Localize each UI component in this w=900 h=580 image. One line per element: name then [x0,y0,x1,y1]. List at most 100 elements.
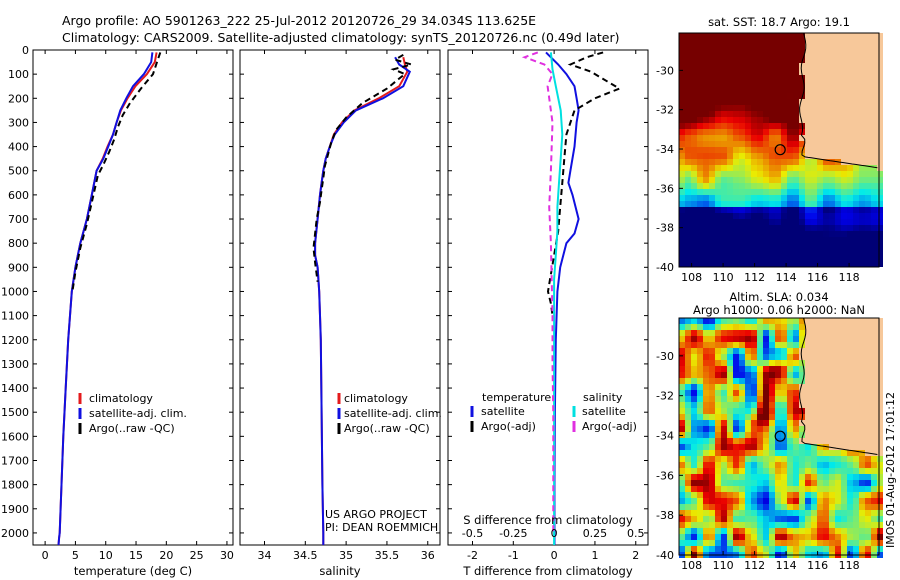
map-cell [757,402,763,408]
map-cell [835,516,841,522]
map-cell [703,432,709,438]
map-cell [805,237,811,243]
map-cell [841,522,847,528]
map-cell [679,219,685,225]
map-cell [721,330,727,336]
map-cell [787,207,793,213]
map-cell [775,153,781,159]
map-cell [853,93,859,99]
map-cell [787,456,793,462]
map-cell [757,135,763,141]
map-cell [781,141,787,147]
map-cell [805,219,811,225]
map-cell [823,141,829,147]
map-cell [721,456,727,462]
map-cell [751,153,757,159]
map-cell [817,39,823,45]
map-cell [799,372,805,378]
map-cell [697,390,703,396]
map-cell [817,390,823,396]
map-cell [859,219,865,225]
map-cell [721,414,727,420]
map-cell [859,414,865,420]
map-cell [715,504,721,510]
map-cell [811,225,817,231]
map-cell [715,249,721,255]
map-cell [871,390,877,396]
map-cell [745,93,751,99]
map-cell [829,516,835,522]
map-cell [679,69,685,75]
map-cell [781,117,787,123]
map-cell [751,45,757,51]
map-cell [817,546,823,552]
map-cell [775,201,781,207]
map-cell [775,171,781,177]
map-cell [697,189,703,195]
map-cell [775,105,781,111]
map-cell [691,165,697,171]
map-cell [835,57,841,63]
map-cell [703,213,709,219]
map-cell [775,480,781,486]
map-cell [703,255,709,261]
map-cell [823,510,829,516]
map-cell [679,342,685,348]
map-cell [841,330,847,336]
map-cell [787,342,793,348]
map-cell [811,117,817,123]
map-cell [805,153,811,159]
map-cell [781,123,787,129]
map-cell [709,225,715,231]
map-cell [793,135,799,141]
map-cell [685,462,691,468]
map-cell [697,330,703,336]
map-cell [739,63,745,69]
map-cell [823,522,829,528]
map-cell [709,111,715,117]
map-cell [679,159,685,165]
map-cell [745,360,751,366]
map-cell [865,510,871,516]
map-cell [835,462,841,468]
map-cell [769,426,775,432]
map-cell [877,456,883,462]
map-cell [769,480,775,486]
map-cell [793,153,799,159]
map-cell [763,336,769,342]
map-cell [727,261,733,267]
map-cell [763,504,769,510]
map-cell [769,135,775,141]
map-cell [721,75,727,81]
map-cell [733,462,739,468]
map-cell [823,51,829,57]
legend-label: satellite [481,405,525,418]
map-cell [715,81,721,87]
map-cell [691,420,697,426]
map-cell [739,135,745,141]
map-cell [715,384,721,390]
map-cell [691,195,697,201]
map-cell [709,396,715,402]
map-cell [679,456,685,462]
map-cell [691,426,697,432]
map-cell [691,87,697,93]
map-cell [835,522,841,528]
map-cell [757,396,763,402]
map-cell [859,249,865,255]
map-cell [733,237,739,243]
map-cell [871,432,877,438]
map-cell [703,177,709,183]
map-cell [709,462,715,468]
map-cell [811,129,817,135]
map-cell [805,81,811,87]
map-cell [859,408,865,414]
map-cell [847,330,853,336]
map-cell [859,444,865,450]
map-cell [877,540,883,546]
map-cell [751,39,757,45]
map-cell [817,81,823,87]
map-cell [715,165,721,171]
map-cell [733,39,739,45]
map-cell [727,123,733,129]
